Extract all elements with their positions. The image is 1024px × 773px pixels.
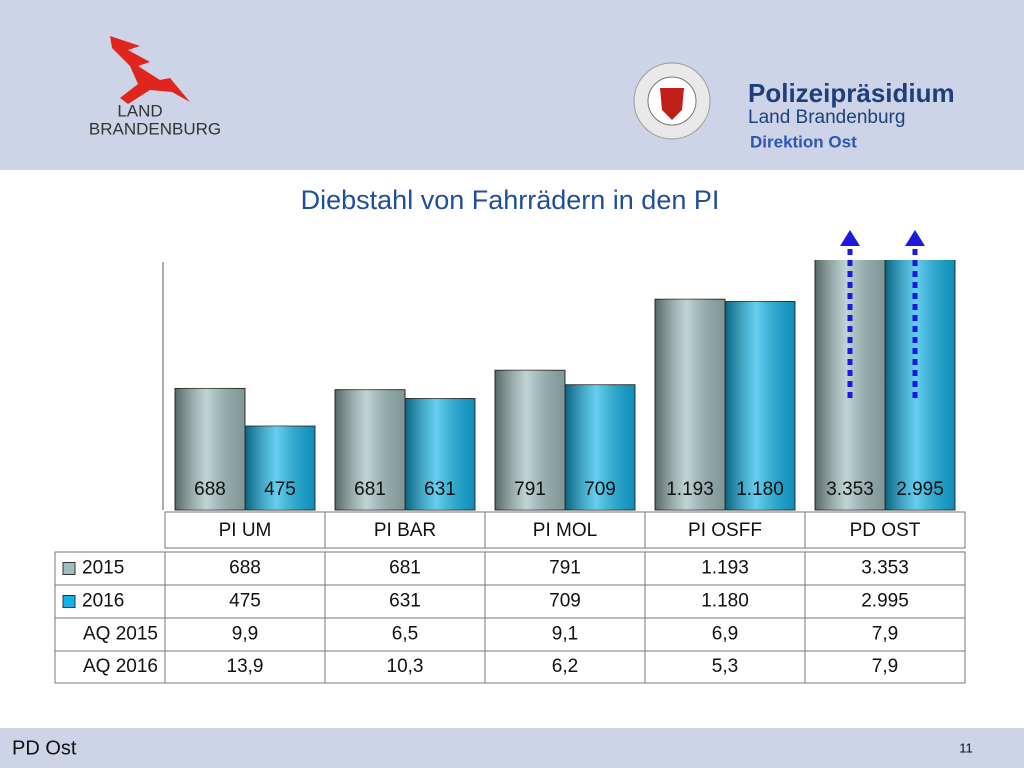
table-cell: 6,2 bbox=[552, 656, 578, 677]
data-label: 3.353 bbox=[826, 479, 874, 500]
x-tick-label: PD OST bbox=[850, 520, 921, 541]
legend-label: 2015 bbox=[82, 558, 124, 579]
bar-shade bbox=[725, 301, 795, 510]
data-label: 475 bbox=[264, 479, 296, 500]
data-label: 688 bbox=[194, 479, 226, 500]
table-cell: 2.995 bbox=[861, 591, 909, 612]
eagle-logo bbox=[110, 36, 190, 104]
table-cell: 631 bbox=[389, 591, 421, 612]
data-label: 1.193 bbox=[666, 479, 714, 500]
chart-title: Diebstahl von Fahrrädern in den PI bbox=[301, 185, 720, 215]
police-star bbox=[633, 62, 711, 140]
table-cell: 7,9 bbox=[872, 656, 898, 677]
x-tick-label: PI UM bbox=[219, 520, 272, 541]
page-number: 11 bbox=[959, 740, 973, 755]
x-tick-label: PI MOL bbox=[533, 520, 597, 541]
table-cell: 9,1 bbox=[552, 624, 578, 645]
logo-text: LAND bbox=[117, 101, 162, 120]
row-label: AQ 2016 bbox=[83, 656, 158, 677]
table-cell: 688 bbox=[229, 558, 261, 579]
table-cell: 5,3 bbox=[712, 656, 738, 677]
bar-shade bbox=[175, 388, 245, 510]
bar-shade bbox=[405, 398, 475, 510]
org-unit: Direktion Ost bbox=[750, 132, 857, 151]
row-label: AQ 2015 bbox=[83, 624, 158, 645]
table-header-row bbox=[164, 511, 966, 549]
data-label: 1.180 bbox=[736, 479, 784, 500]
table-cell: 681 bbox=[389, 558, 421, 579]
bar-shade bbox=[565, 384, 635, 510]
footer-left: PD Ost bbox=[12, 737, 77, 759]
org-sub: Land Brandenburg bbox=[748, 107, 905, 128]
table-cell: 709 bbox=[549, 591, 581, 612]
table-cell: 6,5 bbox=[392, 624, 418, 645]
data-label: 2.995 bbox=[896, 479, 944, 500]
trend-arrows bbox=[840, 230, 925, 398]
table-cell: 3.353 bbox=[861, 558, 909, 579]
table-cell: 7,9 bbox=[872, 624, 898, 645]
table-cell: 475 bbox=[229, 591, 261, 612]
data-label: 631 bbox=[424, 479, 456, 500]
bar-shade bbox=[655, 299, 725, 510]
table-cell: 6,9 bbox=[712, 624, 738, 645]
data-label: 791 bbox=[514, 479, 546, 500]
table-cell: 9,9 bbox=[232, 624, 258, 645]
table-cell: 1.193 bbox=[701, 558, 749, 579]
table-cell: 1.180 bbox=[701, 591, 749, 612]
legend-swatch bbox=[62, 562, 76, 575]
legend-swatch bbox=[62, 595, 76, 608]
table-cell: 10,3 bbox=[387, 656, 424, 677]
data-label: 681 bbox=[354, 479, 386, 500]
org-name: Polizeipräsidium bbox=[748, 78, 955, 108]
logo-text: BRANDENBURG bbox=[89, 119, 221, 138]
footer-band bbox=[0, 728, 1024, 768]
legend-label: 2016 bbox=[82, 591, 124, 612]
bar-shade bbox=[245, 426, 315, 510]
bar-shade bbox=[495, 370, 565, 510]
bar-shade bbox=[335, 389, 405, 510]
table-cell: 13,9 bbox=[227, 656, 264, 677]
x-tick-label: PI BAR bbox=[374, 520, 436, 541]
bar-shade bbox=[885, 260, 955, 510]
data-label: 709 bbox=[584, 479, 616, 500]
x-tick-label: PI OSFF bbox=[688, 520, 762, 541]
table-cell: 791 bbox=[549, 558, 581, 579]
